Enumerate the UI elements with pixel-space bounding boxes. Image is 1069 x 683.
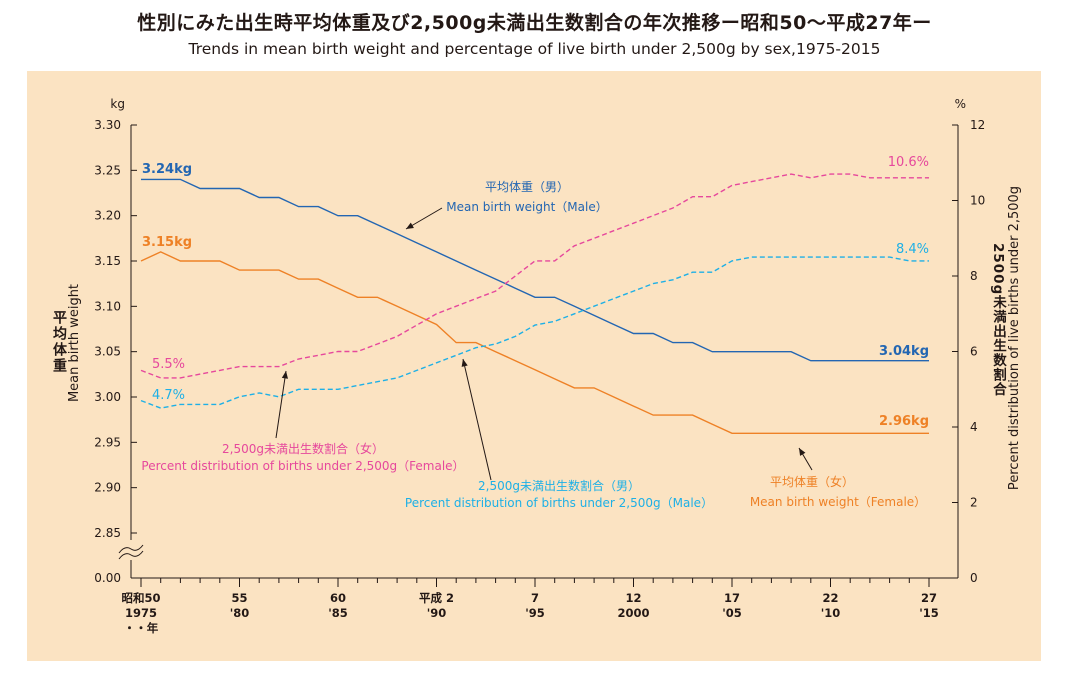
left-axis-unit: kg bbox=[110, 97, 125, 111]
male-weight-annotation-en: Mean birth weight（Male） bbox=[446, 200, 607, 214]
right-tick-label: 2 bbox=[970, 496, 978, 510]
axis-break-lower bbox=[118, 550, 144, 560]
left-tick-label: 2.95 bbox=[94, 435, 121, 449]
x-tick-era-label: 12 bbox=[625, 591, 641, 605]
x-tick-year-label: '85 bbox=[328, 606, 348, 620]
x-tick-year-label: '80 bbox=[230, 606, 250, 620]
right-tick-label: 0 bbox=[970, 571, 978, 585]
x-tick-year-label: '05 bbox=[722, 606, 742, 620]
x-tick-era-label: 7 bbox=[531, 591, 539, 605]
x-tick-era-label: 55 bbox=[231, 591, 247, 605]
right-axis-title-jp: 2500g未満出生数割合 bbox=[990, 243, 1007, 397]
right-tick-label: 10 bbox=[970, 194, 985, 208]
male-weight-end-label: 3.04kg bbox=[879, 344, 929, 359]
female-percent-annotation-arrowhead bbox=[281, 371, 288, 379]
right-tick-label: 8 bbox=[970, 269, 978, 283]
male-percent-end-label: 8.4% bbox=[896, 242, 929, 257]
x-tick-year-label: '10 bbox=[821, 606, 841, 620]
male-weight-annotation-jp: 平均体重（男） bbox=[485, 180, 569, 194]
female-weight-start-label: 3.15kg bbox=[142, 235, 192, 250]
x-tick-era-label: 昭和50 bbox=[121, 591, 160, 605]
right-axis-unit: % bbox=[955, 97, 966, 111]
x-tick-year-label: 2000 bbox=[617, 606, 649, 620]
female-weight-end-label: 2.96kg bbox=[879, 414, 929, 429]
x-tick-era-label: 60 bbox=[330, 591, 346, 605]
chart-title: 性別にみた出生時平均体重及び2,500g未満出生数割合の年次推移ー昭和50〜平成… bbox=[137, 12, 932, 34]
female-weight-annotation-arrowhead bbox=[799, 448, 806, 456]
male-percent-annotation-en: Percent distribution of births under 2,5… bbox=[405, 496, 713, 510]
left-tick-label: 3.05 bbox=[94, 345, 121, 359]
chart-subtitle: Trends in mean birth weight and percenta… bbox=[188, 40, 881, 58]
left-tick-label: 3.25 bbox=[94, 163, 121, 177]
male-percent-line bbox=[140, 256, 929, 409]
male-weight-line bbox=[141, 178, 929, 362]
male-percent-annotation-arrowhead bbox=[461, 359, 468, 367]
left-tick-label: 3.00 bbox=[94, 390, 121, 404]
male-percent-start-label: 4.7% bbox=[152, 388, 185, 403]
x-tick-year-label: '15 bbox=[919, 606, 939, 620]
left-tick-label: 3.20 bbox=[94, 209, 121, 223]
x-tick-year-label: '90 bbox=[427, 606, 447, 620]
x-tick-year-label: '95 bbox=[525, 606, 545, 620]
female-percent-start-label: 5.5% bbox=[152, 357, 185, 372]
x-tick-era-label: 平成 2 bbox=[419, 591, 454, 605]
female-percent-annotation-jp: 2,500g未満出生数割合（女） bbox=[222, 441, 384, 456]
x-tick-era-label: 27 bbox=[921, 591, 937, 605]
male-percent-annotation-arrow bbox=[462, 358, 492, 481]
x-axis-note: ・・年 bbox=[124, 621, 159, 635]
chart-panel bbox=[27, 71, 1041, 661]
female-percent-annotation-arrow bbox=[275, 370, 287, 439]
female-weight-line bbox=[140, 251, 929, 434]
right-tick-label: 12 bbox=[970, 118, 985, 132]
female-percent-annotation-en: Percent distribution of births under 2,5… bbox=[141, 459, 464, 473]
female-percent-end-label: 10.6% bbox=[888, 155, 929, 170]
female-weight-annotation-en: Mean birth weight（Female） bbox=[750, 495, 926, 509]
left-tick-label: 3.15 bbox=[94, 254, 121, 268]
left-tick-label: 2.90 bbox=[94, 481, 121, 495]
left-axis-title-jp: 平均体重 bbox=[51, 310, 67, 374]
female-weight-annotation-jp: 平均体重（女） bbox=[770, 474, 854, 489]
male-weight-annotation-arrowhead bbox=[406, 222, 414, 229]
left-tick-label-zero: 0.00 bbox=[94, 571, 121, 585]
x-tick-era-label: 17 bbox=[724, 591, 740, 605]
left-tick-label: 3.10 bbox=[94, 299, 121, 313]
right-tick-label: 6 bbox=[970, 345, 978, 359]
right-axis-title-en: Percent distribution of live births unde… bbox=[1007, 186, 1022, 490]
male-weight-start-label: 3.24kg bbox=[142, 162, 192, 177]
left-tick-label: 2.85 bbox=[94, 526, 121, 540]
left-axis-title-en: Mean birth weight bbox=[67, 284, 82, 402]
axis-break-upper bbox=[118, 544, 144, 554]
x-tick-era-label: 22 bbox=[822, 591, 838, 605]
x-tick-year-label: 1975 bbox=[125, 606, 157, 620]
male-percent-annotation-jp: 2,500g未満出生数割合（男） bbox=[478, 478, 640, 493]
right-tick-label: 4 bbox=[970, 420, 978, 434]
left-tick-label: 3.30 bbox=[94, 118, 121, 132]
